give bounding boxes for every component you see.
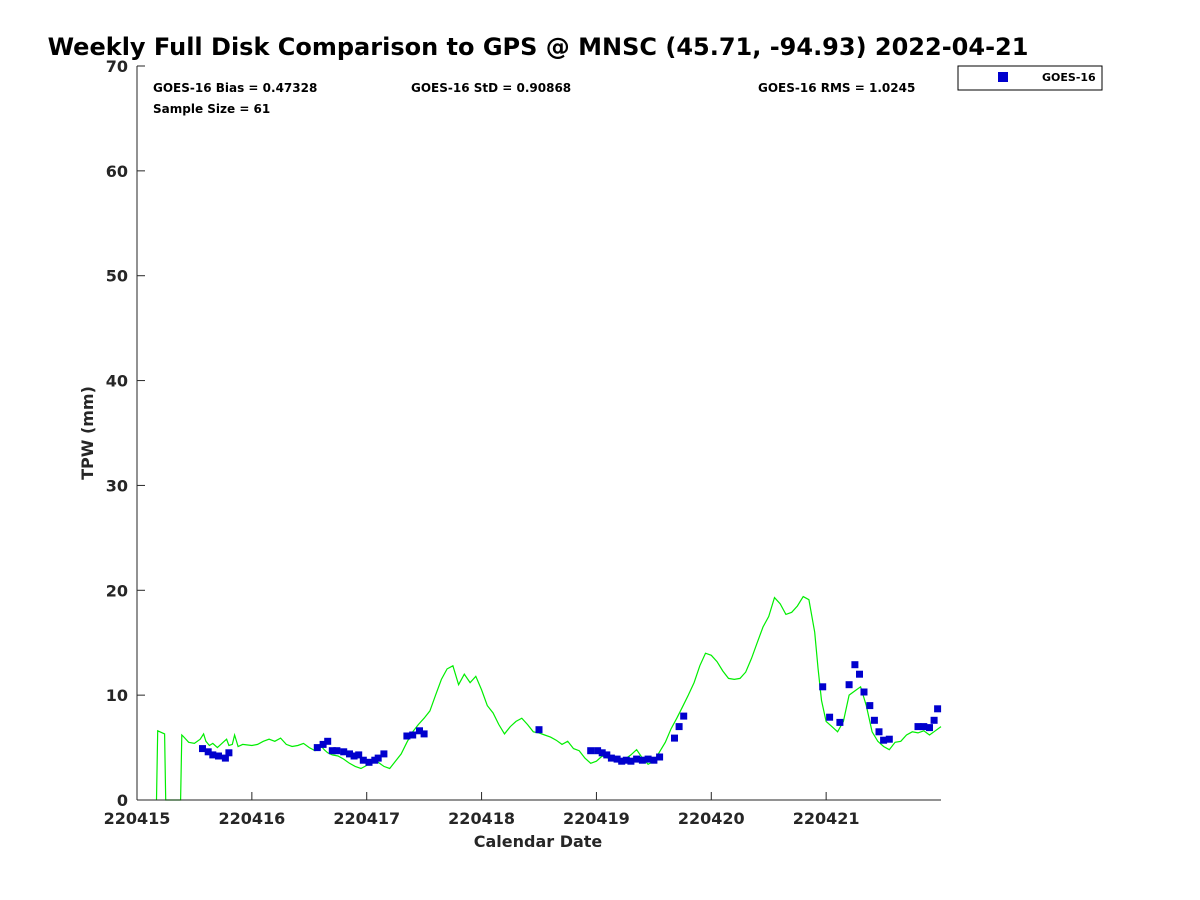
goes-16-point — [671, 734, 678, 742]
x-tick-label: 220420 — [678, 809, 745, 828]
goes-16-point — [930, 716, 938, 724]
goes-16-point — [836, 718, 844, 726]
goes-16-point — [359, 756, 367, 764]
goes-16-point — [826, 713, 834, 721]
goes-16-point — [409, 731, 417, 739]
gps-line — [155, 595, 942, 801]
plot-background — [137, 66, 941, 800]
goes-16-point — [880, 736, 888, 744]
goes-16-point — [225, 749, 233, 757]
y-tick-label: 60 — [106, 162, 128, 181]
goes-16-point — [365, 758, 373, 766]
y-tick-label: 70 — [106, 57, 128, 76]
x-tick-label: 220419 — [563, 809, 630, 828]
x-tick-label: 220417 — [333, 809, 400, 828]
goes-16-point — [675, 723, 683, 731]
x-axis-label: Calendar Date — [474, 832, 603, 851]
goes-16-point — [209, 751, 217, 759]
goes-16-point — [926, 724, 933, 732]
goes-16-point — [680, 712, 688, 720]
goes-16-point — [644, 755, 652, 763]
x-tick-label: 220418 — [448, 809, 515, 828]
goes-16-point — [819, 683, 827, 691]
axes — [136, 65, 941, 801]
goes-16-point — [374, 754, 382, 762]
y-tick-label: 0 — [117, 791, 128, 810]
goes-16-point — [420, 730, 428, 738]
goes-16-point — [845, 681, 853, 689]
goes-16-point — [870, 716, 878, 724]
goes-16-point — [416, 727, 423, 735]
goes-16-point — [346, 750, 353, 758]
goes-16-point — [851, 661, 859, 669]
goes-16-point — [333, 747, 341, 755]
goes-16-point — [856, 670, 863, 678]
statistics: GOES-16 Bias = 0.47328 GOES-16 StD = 0.9… — [153, 81, 915, 116]
goes-16-point — [866, 702, 874, 710]
goes-16-point — [656, 753, 664, 761]
goes-16-point — [622, 756, 630, 764]
tick-labels: 0 10 20 30 40 50 60 70 220415 220416 220417 220418 2… — [104, 57, 860, 828]
goes-16-point — [638, 756, 646, 764]
goes-16-point — [199, 745, 206, 753]
goes-16-point — [860, 688, 868, 696]
y-tick-label: 10 — [106, 686, 128, 705]
gps-series — [155, 595, 942, 801]
goes-16-point — [313, 744, 321, 752]
goes-16-point — [650, 756, 658, 764]
legend-box — [957, 65, 1103, 91]
legend: GOES-16 — [957, 65, 1103, 91]
y-tick-label: 40 — [106, 372, 128, 391]
goes-16-point — [914, 723, 922, 731]
goes-16-point — [607, 754, 615, 762]
goes-16-point — [594, 747, 602, 755]
goes-16-point — [355, 751, 363, 759]
goes-16-point — [319, 740, 327, 748]
goes-16-point — [598, 749, 606, 757]
x-tick-label: 220415 — [104, 809, 171, 828]
goes-16-point — [221, 754, 229, 762]
rms-stat: GOES-16 RMS = 1.0245 — [758, 81, 915, 95]
std-stat: GOES-16 StD = 0.90868 — [411, 81, 571, 95]
goes-16-point — [613, 755, 621, 763]
goes-16-point — [350, 752, 358, 760]
goes-16-point — [633, 755, 641, 763]
goes-16-point — [204, 748, 212, 756]
chart-title: Weekly Full Disk Comparison to GPS @ MNS… — [48, 33, 1029, 61]
y-tick-label: 30 — [106, 476, 128, 495]
goes-16-point — [920, 723, 928, 731]
bias-stat: GOES-16 Bias = 0.47328 — [153, 81, 317, 95]
legend-label-goes-16: GOES-16 — [1042, 71, 1096, 84]
goes-16-point — [603, 751, 611, 759]
x-tick-label: 220416 — [218, 809, 285, 828]
goes-16-point — [380, 750, 388, 758]
goes-16-point — [403, 732, 411, 740]
goes-16-point — [875, 728, 883, 736]
goes-16-point — [340, 748, 348, 756]
sample-size-stat: Sample Size = 61 — [153, 102, 270, 116]
goes-16-series — [199, 661, 942, 766]
goes-16-point — [627, 757, 635, 765]
goes-16-point — [328, 747, 336, 755]
goes-16-point — [215, 752, 222, 760]
plot-area — [136, 65, 942, 801]
goes-16-point — [535, 726, 543, 734]
y-tick-label: 20 — [106, 581, 128, 600]
y-tick-label: 50 — [106, 267, 128, 286]
goes-16-point — [885, 735, 893, 743]
y-axis-label: TPW (mm) — [78, 386, 97, 480]
goes-16-point — [934, 705, 942, 713]
legend-marker-goes-16 — [998, 72, 1008, 82]
goes-16-point — [587, 747, 595, 755]
goes-16-point — [618, 757, 626, 765]
x-tick-label: 220421 — [793, 809, 860, 828]
goes-16-point — [324, 737, 332, 745]
